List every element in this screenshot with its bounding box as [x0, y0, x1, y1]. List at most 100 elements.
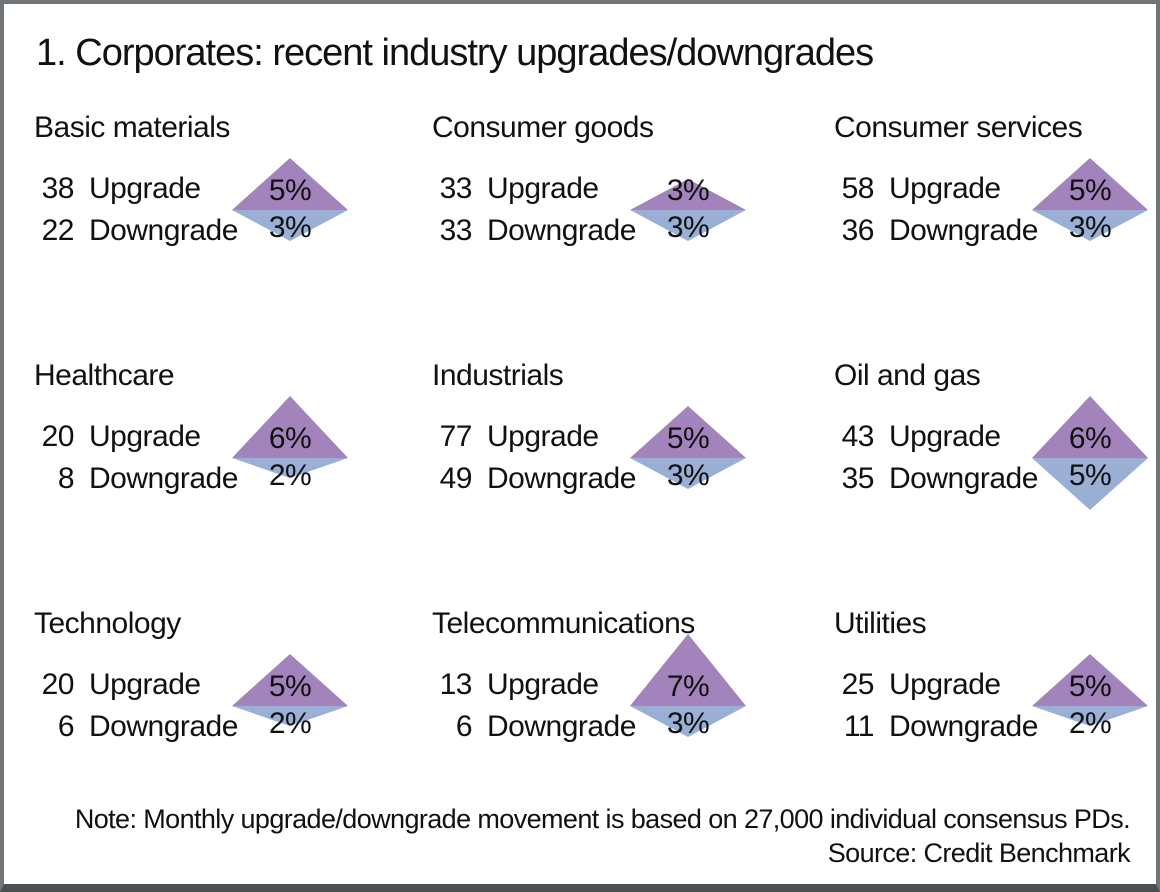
downgrade-triangle-icon: [232, 458, 348, 478]
upgrade-label: Upgrade: [89, 420, 201, 453]
upgrade-label: Upgrade: [89, 172, 201, 205]
downgrade-label: Downgrade: [889, 710, 1038, 743]
panel-consumer-services: Consumer services 58 Upgrade 36 Downgrad…: [834, 110, 1148, 252]
upgrade-row: 77 Upgrade: [432, 416, 834, 458]
upgrade-triangle-icon: [1032, 158, 1148, 210]
upgrade-row: 33 Upgrade: [432, 168, 834, 210]
panel-rows: 38 Upgrade 22 Downgrade 5% 3%: [34, 158, 432, 252]
upgrade-pct: 5%: [1068, 174, 1112, 207]
upgrade-count: 25: [841, 668, 875, 701]
downgrade-pct: 2%: [268, 459, 312, 492]
panel-oil-and-gas: Oil and gas 43 Upgrade 35 Downgrade 6% 5…: [834, 358, 1148, 510]
panel-rows: 25 Upgrade 11 Downgrade 5% 2%: [834, 654, 1148, 748]
upgrade-count: 58: [841, 172, 875, 205]
downgrade-triangle-icon: [630, 706, 746, 737]
source-text: Source: Credit Benchmark: [827, 838, 1131, 868]
upgrade-pct: 5%: [268, 174, 312, 207]
panel-utilities: Utilities 25 Upgrade 11 Downgrade 5% 2%: [834, 606, 1148, 748]
downgrade-label: Downgrade: [889, 214, 1038, 247]
upgrade-label: Upgrade: [487, 668, 599, 701]
upgrade-pct: 5%: [1068, 670, 1112, 703]
upgrade-triangle-icon: [232, 158, 348, 210]
downgrade-label: Downgrade: [487, 710, 636, 743]
panel-rows: 13 Upgrade 6 Downgrade 7% 3%: [432, 634, 834, 748]
upgrade-label: Upgrade: [487, 172, 599, 205]
panel-healthcare: Healthcare 20 Upgrade 8 Downgrade 6% 2%: [34, 358, 432, 500]
upgrade-row: 38 Upgrade: [34, 168, 432, 210]
panel-consumer-goods: Consumer goods 33 Upgrade 33 Downgrade 3…: [432, 110, 834, 252]
upgrade-row: 43 Upgrade: [834, 416, 1132, 458]
downgrade-triangle-icon: [630, 210, 746, 241]
upgrade-triangle-icon: [630, 179, 746, 210]
downgrade-row: 8 Downgrade: [34, 458, 432, 500]
downgrade-triangle-icon: [1032, 210, 1148, 241]
upgrade-label: Upgrade: [889, 668, 1001, 701]
footnotes: Note: Monthly upgrade/downgrade movement…: [34, 802, 1131, 870]
downgrade-triangle-icon: [232, 706, 348, 726]
industry-name: Consumer services: [834, 111, 1083, 144]
downgrade-pct: 5%: [1068, 459, 1112, 492]
downgrade-label: Downgrade: [89, 214, 238, 247]
upgrade-row: 20 Upgrade: [34, 416, 432, 458]
upgrade-count: 20: [41, 420, 75, 453]
downgrade-pct: 2%: [268, 707, 312, 740]
panel-rows: 43 Upgrade 35 Downgrade 6% 5%: [834, 396, 1148, 510]
industry-name: Healthcare: [34, 359, 175, 392]
downgrade-row: 33 Downgrade: [432, 210, 834, 252]
upgrade-triangle-icon: [630, 406, 746, 458]
downgrade-row: 49 Downgrade: [432, 458, 834, 500]
upgrade-label: Upgrade: [889, 172, 1001, 205]
industry-name: Utilities: [834, 607, 927, 640]
upgrade-pct: 6%: [1068, 422, 1112, 455]
upgrade-pct: 5%: [666, 422, 710, 455]
downgrade-pct: 2%: [1068, 707, 1112, 740]
downgrade-row: 35 Downgrade: [834, 458, 1132, 500]
upgrade-pct: 3%: [666, 174, 710, 207]
downgrade-count: 6: [57, 710, 75, 743]
downgrade-pct: 3%: [1068, 211, 1112, 244]
panel-rows: 20 Upgrade 8 Downgrade 6% 2%: [34, 396, 432, 500]
upgrade-triangle-icon: [1032, 396, 1148, 458]
downgrade-row: 11 Downgrade: [834, 706, 1132, 748]
industry-name: Basic materials: [34, 111, 230, 144]
downgrade-count: 33: [439, 214, 473, 247]
upgrade-triangle-icon: [1032, 654, 1148, 706]
panel-basic-materials: Basic materials 38 Upgrade 22 Downgrade …: [34, 110, 432, 252]
upgrade-row: 58 Upgrade: [834, 168, 1132, 210]
downgrade-count: 49: [439, 462, 473, 495]
upgrade-row: 25 Upgrade: [834, 664, 1132, 706]
upgrade-row: 13 Upgrade: [432, 664, 834, 706]
downgrade-row: 22 Downgrade: [34, 210, 432, 252]
downgrade-triangle-icon: [1032, 458, 1148, 510]
chart-title: 1. Corporates: recent industry upgrades/…: [36, 32, 874, 74]
panel-telecommunications: Telecommunications 13 Upgrade 6 Downgrad…: [432, 606, 834, 748]
upgrade-count: 43: [841, 420, 875, 453]
industry-name: Industrials: [432, 359, 564, 392]
downgrade-row: 6 Downgrade: [34, 706, 432, 748]
downgrade-pct: 3%: [666, 707, 710, 740]
downgrade-count: 22: [41, 214, 75, 247]
downgrade-label: Downgrade: [89, 462, 238, 495]
upgrade-count: 13: [439, 668, 473, 701]
downgrade-count: 35: [841, 462, 875, 495]
industry-name: Technology: [34, 607, 181, 640]
upgrade-label: Upgrade: [889, 420, 1001, 453]
downgrade-pct: 3%: [666, 459, 710, 492]
downgrade-label: Downgrade: [487, 462, 636, 495]
industry-name: Consumer goods: [432, 111, 654, 144]
upgrade-triangle-icon: [232, 654, 348, 706]
upgrade-count: 20: [41, 668, 75, 701]
industry-name: Oil and gas: [834, 359, 981, 392]
downgrade-count: 36: [841, 214, 875, 247]
panel-rows: 33 Upgrade 33 Downgrade 3% 3%: [432, 168, 834, 252]
panel-rows: 58 Upgrade 36 Downgrade 5% 3%: [834, 158, 1148, 252]
downgrade-count: 6: [455, 710, 473, 743]
upgrade-triangle-icon: [232, 396, 348, 458]
downgrade-pct: 3%: [268, 211, 312, 244]
upgrade-triangle-icon: [630, 634, 746, 706]
panel-technology: Technology 20 Upgrade 6 Downgrade 5% 2%: [34, 606, 432, 748]
downgrade-pct: 3%: [666, 211, 710, 244]
panel-industrials: Industrials 77 Upgrade 49 Downgrade 5% 3…: [432, 358, 834, 500]
upgrade-count: 77: [439, 420, 473, 453]
